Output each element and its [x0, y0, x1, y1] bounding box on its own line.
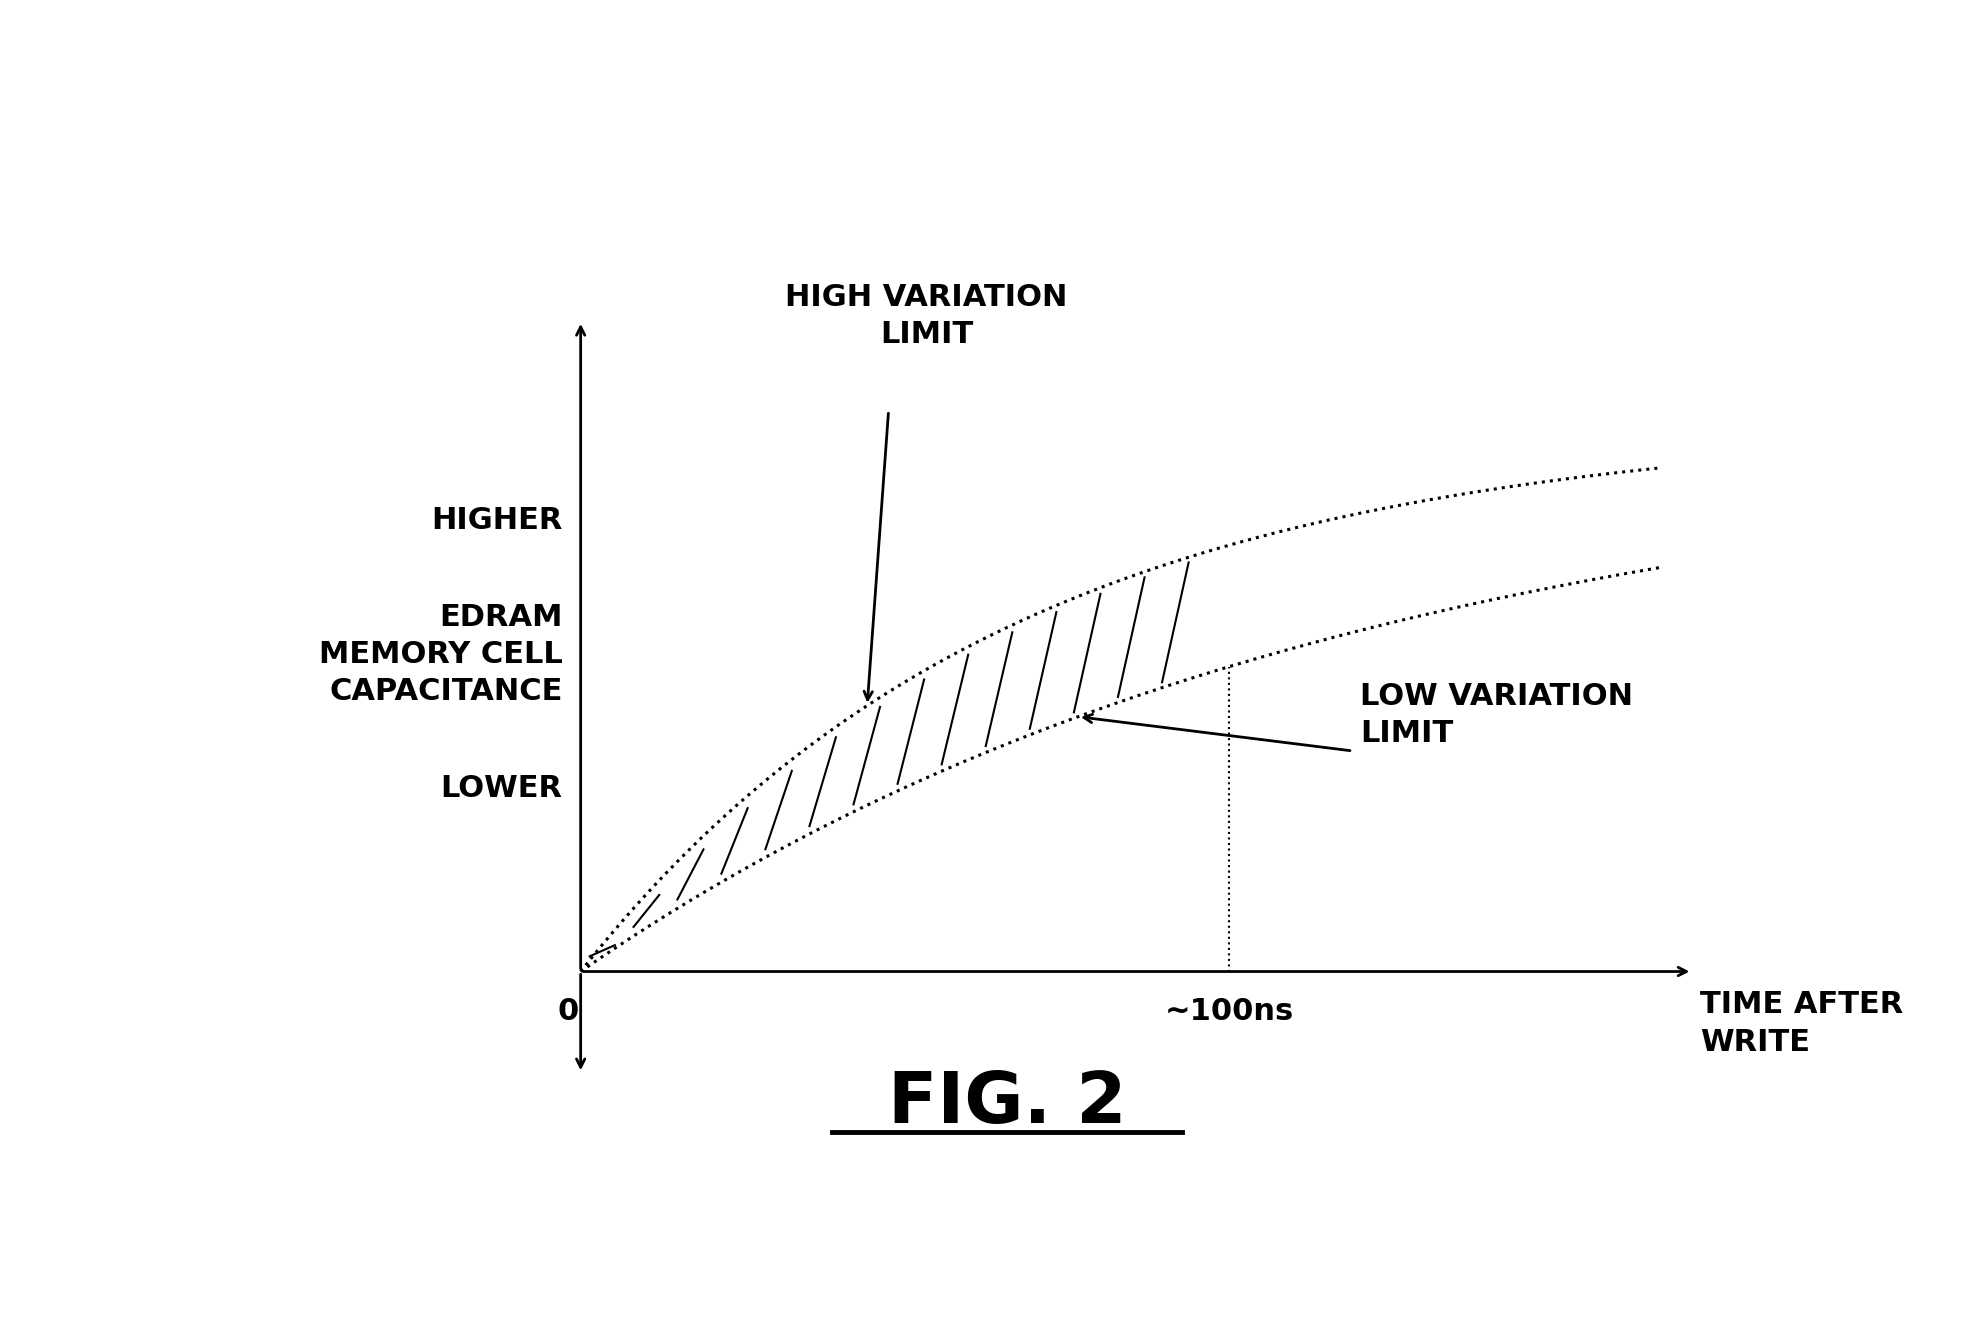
- Text: HIGH VARIATION
LIMIT: HIGH VARIATION LIMIT: [786, 284, 1066, 350]
- Text: LOW VARIATION
LIMIT: LOW VARIATION LIMIT: [1359, 682, 1632, 748]
- Text: EDRAM
MEMORY CELL
CAPACITANCE: EDRAM MEMORY CELL CAPACITANCE: [318, 603, 562, 706]
- Text: LOWER: LOWER: [440, 774, 562, 803]
- Text: FIG. 2: FIG. 2: [888, 1069, 1125, 1138]
- Text: 0: 0: [558, 997, 579, 1026]
- Text: TIME AFTER
WRITE: TIME AFTER WRITE: [1699, 990, 1903, 1057]
- Text: HIGHER: HIGHER: [430, 506, 562, 535]
- Text: ~100ns: ~100ns: [1165, 997, 1294, 1026]
